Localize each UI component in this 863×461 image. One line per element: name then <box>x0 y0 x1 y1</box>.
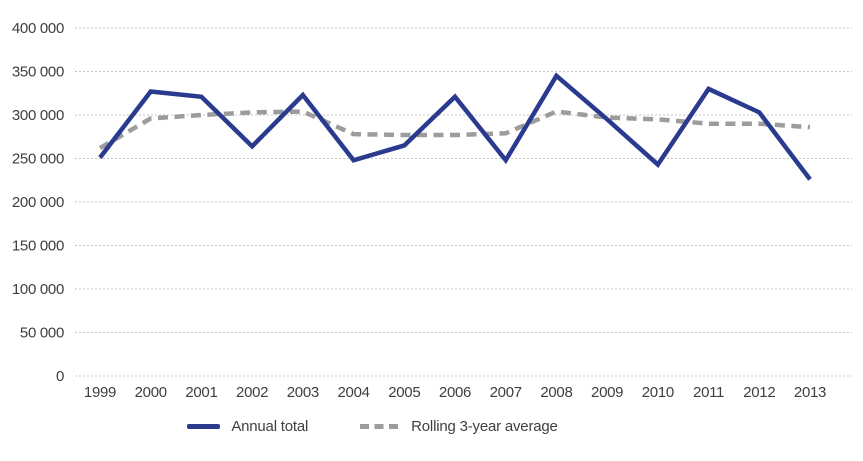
y-tick-label: 150 000 <box>12 238 64 255</box>
x-tick-label: 2004 <box>337 384 369 401</box>
x-tick-label: 2007 <box>490 384 522 401</box>
x-tick-label: 2010 <box>642 384 674 401</box>
rolling-3-year-average-line <box>98 109 811 151</box>
legend-item-rolling-average: Rolling 3-year average <box>360 418 558 435</box>
x-tick-label: 2002 <box>236 384 268 401</box>
x-tick-label: 2013 <box>794 384 826 401</box>
x-tick-label: 2012 <box>743 384 775 401</box>
x-tick-label: 2001 <box>185 384 217 401</box>
x-axis-labels: 1999 2000 2001 2002 2003 2004 2005 2006 2007 2008… <box>84 384 826 401</box>
y-axis-labels: 0 50 000 100 000 150 000 200 000 250 000 300 0… <box>12 20 64 385</box>
annual-total-line <box>98 72 812 181</box>
y-tick-label: 50 000 <box>20 325 64 342</box>
y-tick-label: 100 000 <box>12 281 64 298</box>
legend-item-annual-total: Annual total <box>187 418 308 435</box>
gridlines <box>75 27 852 377</box>
x-tick-label: 2003 <box>287 384 319 401</box>
x-tick-label: 2005 <box>388 384 420 401</box>
x-tick-label: 2009 <box>591 384 623 401</box>
y-tick-label: 400 000 <box>12 20 64 37</box>
y-tick-label: 250 000 <box>12 151 64 168</box>
annual-total-line-swatch-icon <box>187 424 221 429</box>
chart-legend: Annual total Rolling 3-year average <box>0 418 804 435</box>
legend-label-rolling-average: Rolling 3-year average <box>411 418 558 435</box>
y-tick-label: 200 000 <box>12 194 64 211</box>
rolling-average-dashed-swatch-icon <box>360 424 401 429</box>
x-tick-label: 1999 <box>84 384 116 401</box>
x-tick-label: 2008 <box>540 384 572 401</box>
y-tick-label: 0 <box>56 368 64 385</box>
y-tick-label: 300 000 <box>12 107 64 124</box>
legend-label-annual-total: Annual total <box>231 418 309 435</box>
x-tick-label: 2000 <box>135 384 167 401</box>
y-tick-label: 350 000 <box>12 64 64 81</box>
x-tick-label: 2006 <box>439 384 471 401</box>
x-tick-label: 2011 <box>693 384 724 401</box>
